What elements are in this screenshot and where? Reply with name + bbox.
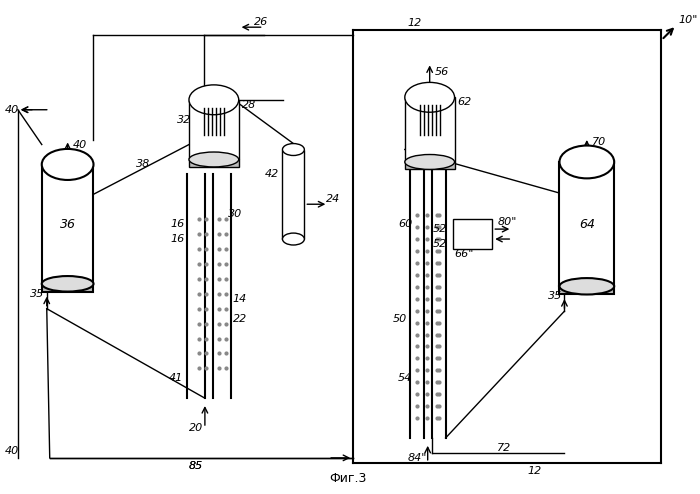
Text: 41: 41 [169,373,183,383]
Text: 64: 64 [579,218,595,231]
Text: 84": 84" [408,453,427,463]
Text: 62: 62 [458,97,472,107]
Text: 20: 20 [189,423,203,433]
Text: 35: 35 [30,289,44,299]
Text: 60: 60 [398,219,412,229]
Text: 52: 52 [433,239,447,249]
Text: 35: 35 [547,291,562,301]
Text: 85: 85 [189,461,203,471]
Ellipse shape [189,85,239,115]
Bar [189,160,239,167]
Text: 72: 72 [497,443,512,453]
Text: 10": 10" [678,15,698,25]
Text: 42: 42 [265,169,279,179]
Ellipse shape [42,149,94,180]
Text: 28: 28 [241,100,256,110]
Text: 70: 70 [592,137,606,147]
Text: Фиг.3: Фиг.3 [330,472,367,485]
Text: 50: 50 [393,314,407,324]
Ellipse shape [559,146,614,178]
Text: 40: 40 [5,105,19,115]
Ellipse shape [559,278,614,294]
Bar [42,165,94,284]
Text: 30: 30 [228,209,242,219]
Bar [559,287,614,294]
Ellipse shape [283,233,304,245]
Ellipse shape [189,152,239,167]
Text: 32: 32 [177,115,191,124]
Bar [453,219,492,249]
Text: 80": 80" [497,217,517,227]
Text: 16: 16 [170,219,184,229]
Text: 40: 40 [73,139,87,150]
Ellipse shape [405,82,454,112]
Text: 12: 12 [527,466,541,476]
Ellipse shape [283,144,304,156]
Text: 52: 52 [433,224,447,234]
Text: 22: 22 [232,314,247,324]
Bar [283,150,304,239]
Ellipse shape [42,276,94,291]
Text: 24: 24 [326,194,340,204]
Text: 38: 38 [136,160,150,169]
Bar [405,162,454,169]
Bar [405,97,454,162]
Text: 26: 26 [253,17,268,27]
Text: 66": 66" [454,249,474,259]
Bar [559,162,614,287]
Bar [189,100,239,160]
Text: 16: 16 [170,234,184,244]
Text: 12: 12 [408,18,422,28]
Text: 54: 54 [398,373,412,383]
Bar [42,284,94,291]
Ellipse shape [405,155,454,169]
Text: 14: 14 [232,294,247,304]
Text: 36: 36 [60,218,76,231]
Text: 40: 40 [5,446,19,456]
Text: 56: 56 [435,68,449,78]
Text: 85: 85 [189,461,203,471]
